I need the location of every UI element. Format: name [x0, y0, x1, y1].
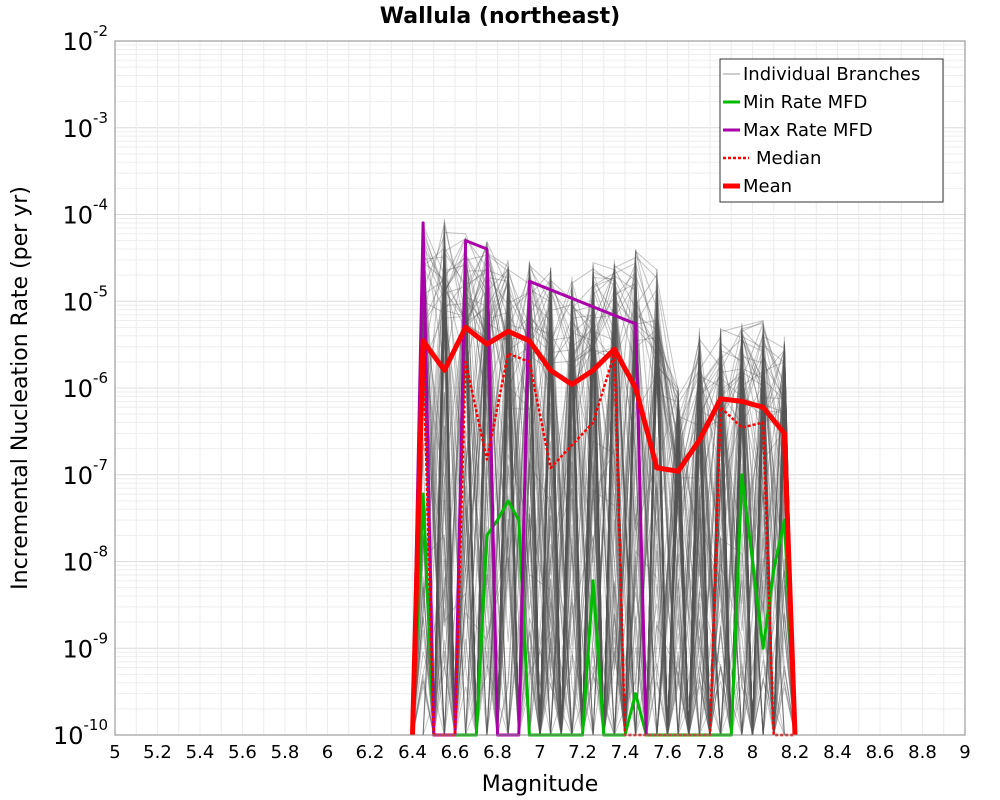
x-tick-label: 7	[534, 742, 545, 763]
branch-line	[412, 271, 796, 736]
branch-line	[412, 243, 796, 736]
branch-line	[412, 270, 796, 736]
y-axis-label: Incremental Nucleation Rate (per yr)	[8, 186, 33, 590]
branch-line	[412, 245, 796, 736]
y-tick-label: 10-7	[62, 456, 108, 490]
x-tick-label: 6.2	[356, 742, 385, 763]
branch-line	[412, 234, 796, 736]
x-tick-label: 8.2	[781, 742, 810, 763]
x-tick-label: 5.2	[143, 742, 172, 763]
branch-line	[412, 250, 795, 736]
branch-line	[412, 260, 796, 736]
x-tick-label: 8.4	[823, 742, 852, 763]
branch-line	[412, 263, 796, 736]
plot-frame	[114, 40, 966, 736]
branch-line	[412, 242, 796, 736]
branch-line	[412, 266, 795, 736]
y-tick-label: 10-9	[62, 629, 108, 663]
legend-box	[719, 58, 944, 203]
branch-line	[412, 250, 796, 736]
branch-band	[412, 218, 796, 736]
x-tick-label: 8.6	[866, 742, 895, 763]
branch-line	[412, 225, 796, 736]
x-tick-labels: 5 5.2 5.4 5.6 5.8 6 6.2 6.4 6.6 6.8 7 7.2 7.4 7.6 7.8 8…	[109, 742, 970, 763]
y-tick-label: 10-3	[62, 109, 108, 143]
series-median	[411, 345, 795, 737]
x-tick-label: 7.6	[653, 742, 682, 763]
y-tick-label: 10-6	[62, 369, 108, 403]
x-tick-label: 7.4	[611, 742, 640, 763]
branch-line	[412, 250, 796, 736]
branch-line	[412, 241, 796, 736]
x-tick-label: 9	[959, 742, 970, 763]
branch-line	[412, 250, 795, 736]
x-tick-label: 6	[322, 742, 333, 763]
branch-line	[412, 296, 796, 736]
branch-line	[412, 289, 796, 736]
branch-line	[412, 256, 796, 736]
x-tick-label: 5.8	[271, 742, 300, 763]
branch-line	[412, 250, 796, 736]
x-tick-label: 7.8	[696, 742, 725, 763]
branch-line	[412, 305, 795, 736]
branch-line	[412, 225, 796, 736]
legend-label: Max Rate MFD	[743, 120, 873, 141]
branch-line	[412, 257, 796, 736]
branch-line	[412, 245, 796, 736]
x-tick-label: 6.4	[398, 742, 427, 763]
legend-label: Mean	[743, 176, 792, 197]
legend-label: Median	[756, 148, 821, 169]
branch-line	[412, 224, 795, 736]
branch-line	[412, 266, 796, 736]
branch-line	[412, 264, 796, 736]
branch-line	[412, 225, 796, 736]
legend-label: Min Rate MFD	[743, 92, 867, 113]
branch-line	[412, 264, 796, 736]
x-tick-label: 7.2	[568, 742, 597, 763]
branch-line	[412, 258, 796, 736]
y-tick-label: 10-4	[62, 196, 108, 230]
y-tick-label: 10-10	[53, 716, 108, 750]
branch-line	[412, 241, 796, 736]
legend-label: Individual Branches	[743, 64, 920, 85]
branch-line	[412, 272, 796, 736]
x-tick-label: 8.8	[908, 742, 937, 763]
x-axis-label: Magnitude	[482, 772, 599, 797]
series-mean	[410, 324, 798, 736]
y-tick-labels: 10-2 10-3 10-4 10-5 10-6 10-7 10-8 10-9 10-10	[53, 22, 108, 750]
x-tick-label: 6.6	[441, 742, 470, 763]
branch-line	[412, 256, 796, 736]
branch-line	[412, 255, 796, 736]
y-tick-label: 10-5	[62, 282, 108, 316]
legend: Individual Branches Min Rate MFD Max Rate …	[719, 58, 944, 203]
branch-line	[412, 274, 795, 736]
branch-line	[412, 266, 795, 736]
x-tick-label: 5	[109, 742, 120, 763]
branch-line	[412, 252, 796, 736]
x-tick-label: 6.8	[483, 742, 512, 763]
branch-line	[412, 274, 796, 736]
x-tick-label: 5.6	[228, 742, 257, 763]
x-tick-label: 5.4	[186, 742, 215, 763]
chart-title: Wallula (northeast)	[380, 4, 620, 29]
branch-line	[412, 275, 796, 736]
branch-line	[412, 246, 795, 736]
x-tick-label: 8	[747, 742, 758, 763]
y-tick-label: 10-8	[62, 543, 108, 577]
branch-line	[412, 246, 796, 736]
branch-line	[412, 268, 796, 736]
branch-line	[412, 237, 795, 736]
y-tick-label: 10-2	[62, 22, 108, 56]
